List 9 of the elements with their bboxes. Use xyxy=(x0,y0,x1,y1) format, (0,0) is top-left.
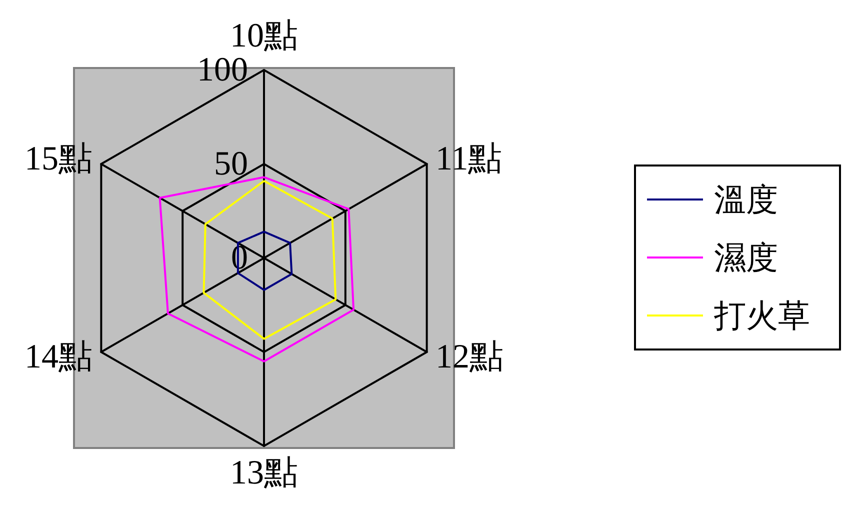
legend-label: 打火草 xyxy=(713,298,810,334)
spoke-label: 13點 xyxy=(230,454,298,492)
spoke-label: 12點 xyxy=(435,338,504,376)
spoke-label: 15點 xyxy=(24,140,93,178)
y-tick-label: 50 xyxy=(214,146,248,182)
legend-label: 溫度 xyxy=(714,182,778,218)
spoke-label: 14點 xyxy=(24,338,93,376)
legend-label: 濕度 xyxy=(714,240,778,276)
spoke-label: 11點 xyxy=(435,140,502,178)
